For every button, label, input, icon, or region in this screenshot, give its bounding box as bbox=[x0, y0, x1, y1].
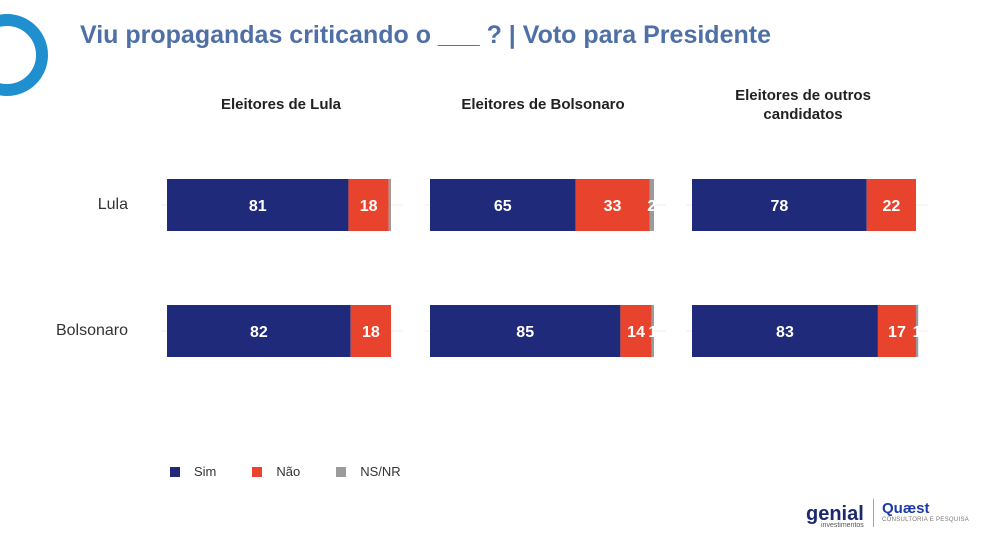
panel-title-lula: Eleitores de Lula bbox=[220, 96, 342, 113]
legend-label-nao: Não bbox=[276, 464, 301, 479]
bar-sim-p1-r0 bbox=[430, 179, 576, 231]
legend-label-sim: Sim bbox=[194, 464, 217, 479]
data-label-sim-p0-r1: 82 bbox=[250, 324, 268, 341]
legend-swatch-nsnr bbox=[336, 466, 347, 477]
bar-nao-p0-r1 bbox=[350, 305, 391, 357]
bar-nao-p1-r1 bbox=[620, 305, 652, 357]
bar-nao-p2-r1 bbox=[877, 305, 916, 357]
quaest-logo-sub: CONSULTORIA E PESQUISA bbox=[882, 517, 970, 523]
chart-title: Viu propagandas criticando o ___ ? | Vot… bbox=[80, 21, 771, 49]
data-label-nao-p2-r0: 22 bbox=[882, 198, 900, 215]
data-label-nao-p2-r1: 17 bbox=[888, 324, 906, 341]
quaest-logo: Quæst CONSULTORIA E PESQUISA bbox=[882, 500, 969, 523]
bar-nao-p0-r0 bbox=[348, 179, 389, 231]
legend-item-nao: Não bbox=[252, 464, 300, 479]
bar-sim-p1-r1 bbox=[430, 305, 621, 357]
bar-nao-p1-r0 bbox=[575, 179, 650, 231]
bar-sim-p2-r0 bbox=[692, 179, 867, 231]
bar-nsnr-p2-r1 bbox=[916, 305, 919, 357]
genial-logo-text: genial bbox=[806, 503, 864, 525]
legend-label-nsnr: NS/NR bbox=[360, 464, 401, 479]
bar-sim-p0-r1 bbox=[167, 305, 351, 357]
data-label-nao-p1-r1: 14 bbox=[627, 324, 645, 341]
bar-sim-p2-r1 bbox=[692, 305, 878, 357]
genial-logo: genial investimentos bbox=[806, 503, 864, 529]
bar-nsnr-p0-r0 bbox=[388, 179, 391, 231]
legend-swatch-sim bbox=[170, 466, 180, 477]
data-label-nsnr-p1-r0: 2 bbox=[647, 198, 656, 215]
legend-item-nsnr: NS/NR bbox=[336, 464, 401, 479]
data-label-sim-p1-r1: 85 bbox=[516, 324, 534, 341]
data-label-sim-p0-r0: 81 bbox=[249, 198, 267, 215]
brand-divider bbox=[873, 499, 874, 527]
data-label-nsnr-p2-r1: 1 bbox=[913, 324, 922, 341]
bar-sim-p0-r0 bbox=[167, 179, 349, 231]
data-label-nao-p1-r0: 33 bbox=[604, 198, 622, 215]
bar-nsnr-p1-r0 bbox=[649, 179, 654, 231]
panel-title-outros: Eleitores de outros candidatos bbox=[735, 87, 871, 123]
genial-logo-sub: investimentos bbox=[821, 522, 864, 529]
row-label-lula: Lula bbox=[97, 196, 128, 213]
panel-title-bolsonaro: Eleitores de Bolsonaro bbox=[461, 96, 625, 113]
bar-nsnr-p1-r1 bbox=[651, 305, 654, 357]
data-label-nao-p0-r0: 18 bbox=[360, 198, 378, 215]
data-label-nsnr-p1-r1: 1 bbox=[648, 324, 657, 341]
data-label-sim-p2-r0: 78 bbox=[770, 198, 788, 215]
legend-item-sim: Sim bbox=[170, 464, 216, 479]
row-label-bolsonaro: Bolsonaro bbox=[55, 322, 128, 339]
quaest-logo-text: Quæst bbox=[882, 500, 930, 517]
bar-nao-p2-r0 bbox=[866, 179, 916, 231]
data-label-sim-p2-r1: 83 bbox=[776, 324, 794, 341]
legend-swatch-nao bbox=[252, 466, 263, 477]
data-label-nao-p0-r1: 18 bbox=[362, 324, 380, 341]
legend: Sim Não NS/NR bbox=[170, 464, 437, 479]
data-label-sim-p1-r0: 65 bbox=[494, 198, 512, 215]
